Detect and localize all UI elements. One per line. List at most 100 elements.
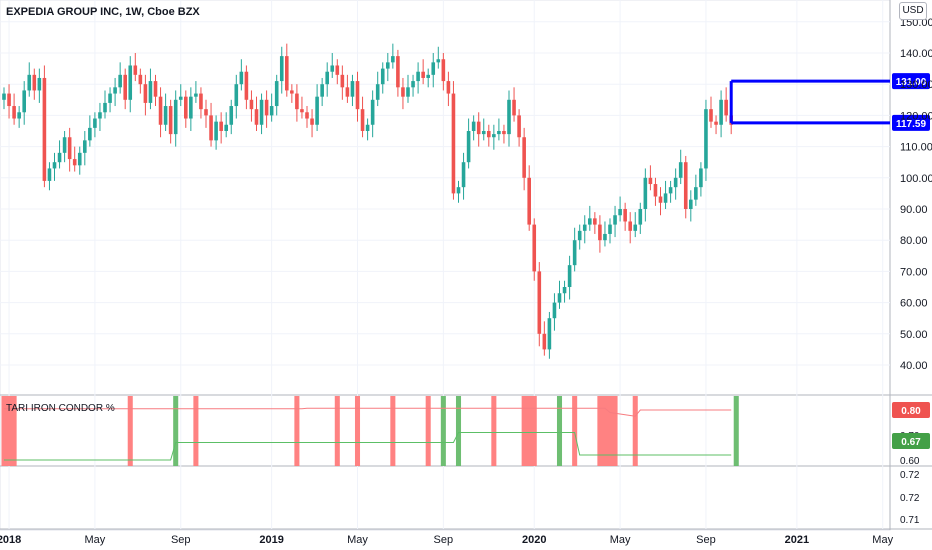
candle-body xyxy=(22,90,26,113)
candle-body xyxy=(370,99,375,125)
candle-body xyxy=(598,224,602,241)
candle-body xyxy=(552,302,557,319)
signal-bar xyxy=(294,396,300,466)
candle-body xyxy=(128,65,133,100)
candle-body xyxy=(300,109,304,113)
candle-body xyxy=(683,162,688,209)
lower-tick-label: 0.72 xyxy=(900,493,920,504)
y-tick-label: 130.00 xyxy=(900,79,932,91)
y-tick-label: 40.00 xyxy=(900,360,928,372)
candle-body xyxy=(471,121,476,131)
price-level-badge: 131.00 xyxy=(896,77,927,88)
candle-body xyxy=(613,215,617,225)
candle-body xyxy=(411,81,415,88)
candle-body xyxy=(88,127,92,141)
candle-body xyxy=(461,162,466,188)
candles xyxy=(2,43,733,359)
price-level-badge: 117.59 xyxy=(896,119,926,130)
candle-body xyxy=(345,87,350,97)
y-tick-label: 60.00 xyxy=(900,298,928,310)
candle-body xyxy=(481,131,486,135)
candle-body xyxy=(67,137,72,160)
chart-title: EXPEDIA GROUP INC, 1W, Cboe BZX xyxy=(6,6,200,18)
candle-body xyxy=(184,96,188,119)
candle-body xyxy=(507,99,511,135)
currency-label[interactable]: USD xyxy=(899,2,927,20)
candle-body xyxy=(456,187,461,194)
candle-body xyxy=(290,90,294,94)
candle-body xyxy=(194,93,198,97)
y-tick-label: 50.00 xyxy=(900,329,928,341)
candle-body xyxy=(98,112,102,119)
candle-body xyxy=(153,81,158,97)
candle-body xyxy=(678,162,683,178)
candle-body xyxy=(653,184,658,197)
candle-body xyxy=(229,106,234,125)
candle-body xyxy=(168,106,173,135)
candle-body xyxy=(93,118,97,128)
candle-body xyxy=(567,265,572,287)
candle-body xyxy=(643,177,648,209)
candle-body xyxy=(623,209,627,222)
y-tick-label: 70.00 xyxy=(900,266,928,278)
candle-body xyxy=(719,99,723,125)
price-levels: 131.00 117.59 xyxy=(729,73,930,131)
candle-body xyxy=(441,59,446,82)
candle-body xyxy=(72,159,77,166)
y-tick-label: 110.00 xyxy=(900,142,932,154)
candle-body xyxy=(204,109,208,116)
candle-body xyxy=(542,333,547,350)
candle-body xyxy=(269,106,274,116)
x-tick-label: 2019 xyxy=(259,534,283,546)
signal-bar xyxy=(334,396,340,466)
candle-body xyxy=(148,81,153,103)
signal-bars xyxy=(1,396,739,466)
candle-body xyxy=(158,96,163,125)
candle-body xyxy=(57,152,62,163)
candle-body xyxy=(421,71,425,78)
candle-body xyxy=(689,199,693,209)
signal-bar xyxy=(440,396,446,466)
candle-body xyxy=(380,68,385,85)
candle-body xyxy=(360,109,365,131)
candle-body xyxy=(133,65,138,75)
indicator-title: TARI IRON CONDOR % xyxy=(6,403,115,414)
candle-body xyxy=(214,121,218,141)
candle-body xyxy=(173,99,178,135)
candle-body xyxy=(628,221,632,231)
candle-body xyxy=(264,99,269,116)
indicator-tick-label: 0.60 xyxy=(900,456,920,467)
x-tick-label: 2018 xyxy=(0,534,21,546)
candle-body xyxy=(694,187,698,200)
candle-body xyxy=(279,56,284,82)
y-tick-label: 100.00 xyxy=(900,173,932,185)
candle-body xyxy=(709,109,713,122)
candle-body xyxy=(633,224,638,231)
signal-bar xyxy=(173,396,179,466)
signal-bar xyxy=(390,396,396,466)
candle-body xyxy=(451,93,456,194)
candle-body xyxy=(224,124,228,131)
candle-body xyxy=(47,168,52,181)
candle-body xyxy=(305,112,309,119)
candle-body xyxy=(673,177,678,188)
x-tick-label: May xyxy=(872,534,893,546)
candle-body xyxy=(522,137,526,178)
signal-bar xyxy=(425,396,431,466)
candle-body xyxy=(325,71,329,85)
candle-body xyxy=(724,99,728,116)
axes: 40.00 50.00 60.00 70.00 80.00 90.00 100.00 110.… xyxy=(0,17,932,546)
candle-body xyxy=(396,56,400,88)
signal-bar xyxy=(733,396,739,466)
candle-body xyxy=(199,93,203,110)
signal-bar xyxy=(455,396,462,466)
candle-body xyxy=(118,74,122,88)
x-tick-label: Sep xyxy=(171,534,191,546)
candle-body xyxy=(209,115,213,141)
candle-body xyxy=(502,131,506,135)
candle-body xyxy=(391,56,395,63)
candle-body xyxy=(497,131,501,135)
candle-body xyxy=(618,209,622,216)
price-level-badge-bg xyxy=(892,73,930,90)
